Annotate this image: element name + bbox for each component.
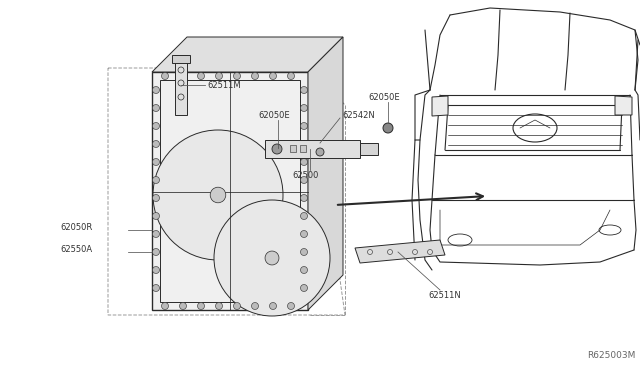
- Text: 62050E: 62050E: [258, 112, 290, 121]
- Circle shape: [383, 123, 393, 133]
- Polygon shape: [432, 96, 448, 116]
- Circle shape: [301, 87, 307, 93]
- Text: 62511M: 62511M: [207, 80, 241, 90]
- Circle shape: [301, 285, 307, 292]
- Circle shape: [234, 302, 241, 310]
- Circle shape: [301, 231, 307, 237]
- Circle shape: [252, 73, 259, 80]
- Circle shape: [287, 302, 294, 310]
- Circle shape: [152, 212, 159, 219]
- Circle shape: [152, 285, 159, 292]
- Polygon shape: [308, 37, 343, 310]
- Polygon shape: [152, 72, 308, 310]
- Text: 62511N: 62511N: [428, 292, 461, 301]
- Polygon shape: [615, 96, 632, 115]
- Circle shape: [214, 200, 330, 316]
- Text: 62050E: 62050E: [368, 93, 399, 103]
- Circle shape: [198, 73, 205, 80]
- Circle shape: [287, 73, 294, 80]
- Text: 62542N: 62542N: [342, 110, 375, 119]
- Text: R625003M: R625003M: [587, 351, 635, 360]
- Circle shape: [234, 73, 241, 80]
- Circle shape: [152, 195, 159, 202]
- Circle shape: [301, 212, 307, 219]
- Polygon shape: [265, 140, 360, 158]
- Circle shape: [152, 158, 159, 166]
- Polygon shape: [152, 37, 343, 72]
- Circle shape: [161, 73, 168, 80]
- Circle shape: [161, 302, 168, 310]
- Circle shape: [152, 105, 159, 112]
- Circle shape: [216, 302, 223, 310]
- Circle shape: [269, 73, 276, 80]
- Circle shape: [152, 122, 159, 129]
- Circle shape: [301, 248, 307, 256]
- Circle shape: [179, 73, 186, 80]
- Text: 62500: 62500: [292, 170, 318, 180]
- Circle shape: [152, 141, 159, 148]
- Circle shape: [152, 87, 159, 93]
- Circle shape: [252, 302, 259, 310]
- Circle shape: [269, 302, 276, 310]
- Circle shape: [152, 266, 159, 273]
- Circle shape: [265, 251, 279, 265]
- Circle shape: [210, 187, 226, 203]
- Circle shape: [301, 158, 307, 166]
- Text: 62550A: 62550A: [60, 244, 92, 253]
- Circle shape: [301, 266, 307, 273]
- Polygon shape: [290, 145, 296, 152]
- Circle shape: [301, 105, 307, 112]
- Polygon shape: [175, 55, 187, 115]
- Circle shape: [272, 144, 282, 154]
- Circle shape: [301, 195, 307, 202]
- Polygon shape: [360, 143, 378, 155]
- Polygon shape: [172, 55, 190, 63]
- Circle shape: [152, 231, 159, 237]
- Circle shape: [301, 176, 307, 183]
- Circle shape: [301, 141, 307, 148]
- Circle shape: [152, 248, 159, 256]
- Circle shape: [198, 302, 205, 310]
- Circle shape: [301, 122, 307, 129]
- Circle shape: [153, 130, 283, 260]
- Circle shape: [152, 176, 159, 183]
- Polygon shape: [355, 240, 445, 263]
- Circle shape: [216, 73, 223, 80]
- Text: 62050R: 62050R: [60, 222, 92, 231]
- Polygon shape: [300, 145, 306, 152]
- Circle shape: [179, 302, 186, 310]
- Circle shape: [316, 148, 324, 156]
